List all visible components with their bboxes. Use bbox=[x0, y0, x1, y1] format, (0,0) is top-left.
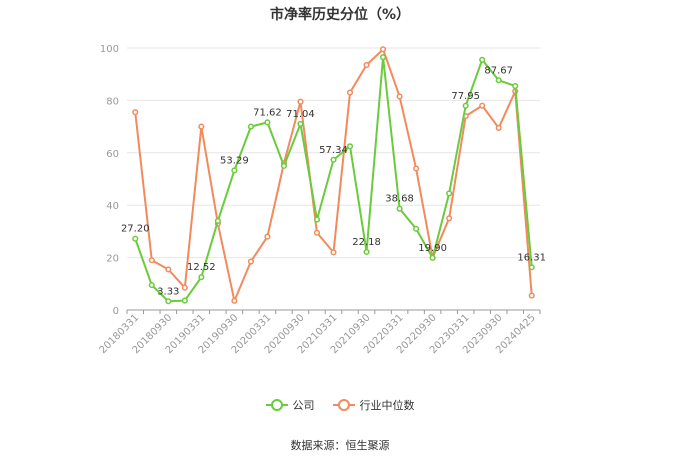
data-label: 12.52 bbox=[187, 262, 216, 273]
data-labels: 27.20 3.33 12.52 53.29 71.62 71.04 57.34 22.18 3… bbox=[121, 65, 546, 297]
data-point-series-1 bbox=[330, 249, 337, 256]
y-tick-label: 40 bbox=[106, 201, 119, 212]
chart-title: 市净率历史分位（%） bbox=[269, 7, 411, 23]
data-point-series-1 bbox=[165, 266, 172, 273]
data-point-series-1 bbox=[198, 123, 205, 130]
data-point-series-0 bbox=[148, 282, 155, 289]
data-label: 19.90 bbox=[418, 243, 447, 254]
data-point-series-1 bbox=[247, 258, 254, 265]
y-tick-label: 100 bbox=[100, 44, 119, 55]
data-point-series-1 bbox=[380, 46, 387, 53]
data-source-note: 数据来源：恒生聚源 bbox=[290, 439, 390, 452]
gridlines bbox=[127, 47, 540, 259]
data-point-series-1 bbox=[396, 93, 403, 100]
data-point-series-1 bbox=[132, 109, 139, 116]
data-label: 57.34 bbox=[319, 145, 348, 156]
data-point-series-0 bbox=[363, 248, 370, 255]
data-label: 87.67 bbox=[484, 65, 513, 76]
data-point-series-0 bbox=[512, 82, 519, 90]
data-point-series-0 bbox=[313, 216, 321, 223]
legend-label-company: 公司 bbox=[292, 399, 315, 412]
data-label: 53.29 bbox=[220, 155, 249, 166]
data-label: 16.31 bbox=[517, 252, 546, 263]
legend-swatch-industry-median bbox=[332, 399, 355, 411]
data-point-series-1 bbox=[346, 89, 354, 96]
data-point-series-0 bbox=[214, 217, 221, 224]
data-point-series-0 bbox=[462, 102, 469, 109]
data-point-series-0 bbox=[231, 167, 238, 174]
data-point-series-1 bbox=[413, 165, 420, 172]
data-point-series-1 bbox=[495, 124, 502, 131]
y-tick-label: 80 bbox=[106, 96, 119, 107]
data-point-series-0 bbox=[528, 264, 535, 271]
data-point-series-0 bbox=[479, 56, 486, 63]
legend: 公司 行业中位数 bbox=[0, 397, 680, 413]
legend-label-industry-median: 行业中位数 bbox=[359, 399, 415, 412]
y-tick-label: 60 bbox=[106, 149, 119, 160]
data-label: 38.68 bbox=[385, 194, 414, 205]
data-point-series-0 bbox=[297, 120, 304, 127]
data-label: 77.95 bbox=[451, 91, 480, 102]
data-point-series-0 bbox=[413, 225, 420, 232]
data-point-series-0 bbox=[446, 190, 453, 197]
data-point-series-0 bbox=[429, 254, 436, 261]
data-point-series-1 bbox=[231, 297, 238, 304]
data-point-series-0 bbox=[132, 235, 139, 242]
series-lines bbox=[132, 46, 535, 305]
data-point-series-1 bbox=[479, 102, 486, 109]
data-point-series-1 bbox=[264, 233, 271, 240]
data-point-series-0 bbox=[247, 123, 254, 130]
data-point-series-1 bbox=[446, 215, 453, 222]
data-point-series-0 bbox=[280, 162, 287, 169]
legend-item-company[interactable]: 公司 bbox=[265, 397, 315, 413]
data-point-series-0 bbox=[346, 143, 354, 150]
legend-item-industry-median[interactable]: 行业中位数 bbox=[332, 397, 415, 413]
data-point-series-0 bbox=[181, 297, 188, 304]
data-point-series-0 bbox=[198, 274, 205, 281]
data-point-series-1 bbox=[528, 292, 535, 299]
data-label: 27.20 bbox=[121, 224, 150, 235]
data-point-series-1 bbox=[148, 257, 155, 264]
data-point-series-0 bbox=[380, 54, 387, 61]
data-point-series-1 bbox=[313, 229, 321, 236]
data-point-series-0 bbox=[330, 156, 337, 163]
legend-swatch-company bbox=[265, 399, 288, 411]
data-point-series-1 bbox=[181, 284, 188, 291]
data-label: 22.18 bbox=[352, 237, 381, 248]
data-label: 71.62 bbox=[253, 107, 282, 118]
data-point-series-1 bbox=[297, 98, 304, 105]
data-label: 71.04 bbox=[286, 109, 315, 120]
data-point-series-0 bbox=[165, 298, 172, 305]
data-point-series-0 bbox=[396, 205, 403, 212]
data-point-series-0 bbox=[264, 119, 271, 126]
y-tick-label: 20 bbox=[106, 254, 119, 265]
y-tick-label: 0 bbox=[113, 306, 119, 317]
data-point-series-1 bbox=[363, 61, 370, 69]
data-label: 3.33 bbox=[157, 286, 179, 297]
data-point-series-0 bbox=[495, 77, 502, 84]
